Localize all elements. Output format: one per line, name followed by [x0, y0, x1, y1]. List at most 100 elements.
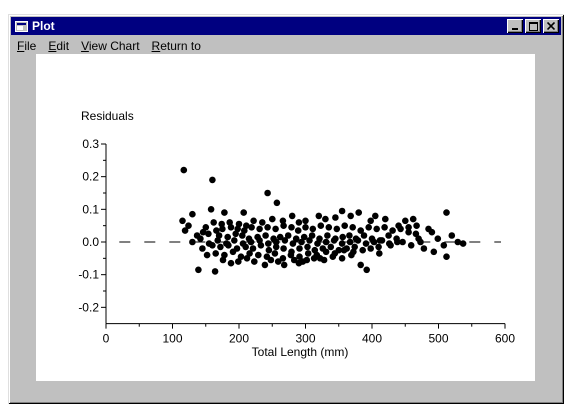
- data-point: [261, 261, 269, 269]
- data-point: [399, 238, 406, 246]
- data-point: [290, 256, 298, 264]
- data-point: [219, 225, 226, 233]
- title-bar[interactable]: Plot: [11, 17, 561, 35]
- data-point: [280, 222, 287, 229]
- data-point: [241, 227, 248, 234]
- x-tick-label: 200: [229, 332, 249, 346]
- data-point: [454, 238, 462, 246]
- window-controls: [505, 19, 559, 33]
- menu-view-chart[interactable]: View Chart: [81, 38, 140, 53]
- data-point: [271, 250, 279, 257]
- data-point: [292, 235, 300, 242]
- y-tick-label: -0.2: [78, 300, 99, 314]
- data-point: [325, 224, 333, 231]
- y-tick-label: 0.0: [82, 235, 99, 249]
- data-points: [179, 166, 467, 275]
- data-point: [448, 232, 456, 239]
- data-point: [306, 237, 313, 244]
- menu-return-to[interactable]: Return to: [151, 38, 201, 53]
- data-point: [272, 238, 280, 246]
- data-point: [386, 240, 393, 247]
- data-point: [265, 240, 272, 247]
- data-point: [405, 228, 412, 236]
- data-point: [298, 238, 305, 246]
- data-point: [378, 237, 386, 244]
- data-point: [365, 224, 373, 231]
- data-point: [300, 233, 308, 241]
- data-point: [280, 245, 287, 252]
- data-point: [219, 256, 227, 264]
- data-point: [373, 225, 381, 233]
- data-point: [347, 212, 355, 220]
- data-point: [299, 258, 307, 265]
- data-point: [341, 222, 349, 229]
- data-point: [412, 230, 420, 238]
- data-point: [327, 243, 335, 251]
- data-point: [350, 248, 357, 256]
- data-point: [402, 217, 409, 225]
- data-point: [362, 240, 370, 247]
- data-point: [199, 245, 206, 252]
- data-point: [229, 248, 237, 256]
- data-point: [226, 219, 233, 226]
- data-point: [338, 240, 346, 247]
- maximize-icon: [528, 21, 538, 31]
- data-point: [382, 215, 389, 223]
- data-point: [280, 261, 288, 269]
- data-point: [240, 209, 247, 216]
- data-point: [276, 233, 284, 241]
- y-tick-label: 0.2: [82, 170, 99, 184]
- data-point: [205, 230, 212, 238]
- data-point: [249, 245, 257, 252]
- data-point: [338, 255, 346, 262]
- x-tick-label: 500: [428, 332, 448, 346]
- data-point: [281, 237, 289, 244]
- data-point: [314, 240, 321, 247]
- close-icon: [547, 22, 555, 30]
- data-point: [338, 207, 346, 215]
- data-point: [405, 224, 412, 231]
- data-point: [304, 243, 311, 251]
- x-tick-label: 400: [362, 332, 382, 346]
- data-point: [256, 237, 263, 244]
- data-point: [339, 233, 347, 241]
- data-point: [440, 242, 448, 249]
- data-point: [203, 251, 211, 259]
- data-point: [294, 227, 302, 234]
- data-point: [296, 253, 303, 260]
- data-point: [397, 225, 404, 233]
- x-axis-label: Total Length (mm): [252, 345, 349, 359]
- data-point: [205, 240, 213, 247]
- data-point: [355, 209, 363, 216]
- x-tick-label: 100: [162, 332, 182, 346]
- data-point: [243, 255, 251, 262]
- data-point: [340, 246, 348, 254]
- maximize-button[interactable]: [525, 19, 541, 33]
- data-point: [385, 232, 392, 239]
- data-point: [443, 253, 450, 260]
- minimize-button[interactable]: [507, 19, 523, 33]
- data-point: [367, 245, 375, 252]
- data-point: [322, 248, 330, 256]
- data-point: [189, 238, 196, 246]
- data-point: [317, 222, 325, 229]
- data-point: [179, 217, 186, 225]
- data-point: [227, 259, 235, 267]
- data-point: [209, 176, 216, 184]
- data-point: [459, 240, 467, 247]
- data-point: [372, 212, 379, 220]
- menu-edit[interactable]: Edit: [48, 38, 70, 53]
- data-point: [310, 255, 318, 262]
- minimize-icon: [512, 28, 518, 30]
- data-point: [217, 243, 224, 251]
- data-point: [279, 217, 287, 225]
- y-tick-label: 0.3: [82, 137, 99, 151]
- menu-file[interactable]: File: [17, 38, 37, 53]
- plot-area: Residuals Total Length (mm) -0.2 -0.1 0.0 0…: [36, 54, 535, 381]
- data-point: [309, 225, 317, 233]
- data-point: [269, 215, 276, 223]
- menu-bar: File Edit View Chart Return to: [11, 36, 561, 55]
- close-button[interactable]: [543, 19, 559, 33]
- data-point: [185, 222, 192, 229]
- app-icon[interactable]: [14, 20, 28, 32]
